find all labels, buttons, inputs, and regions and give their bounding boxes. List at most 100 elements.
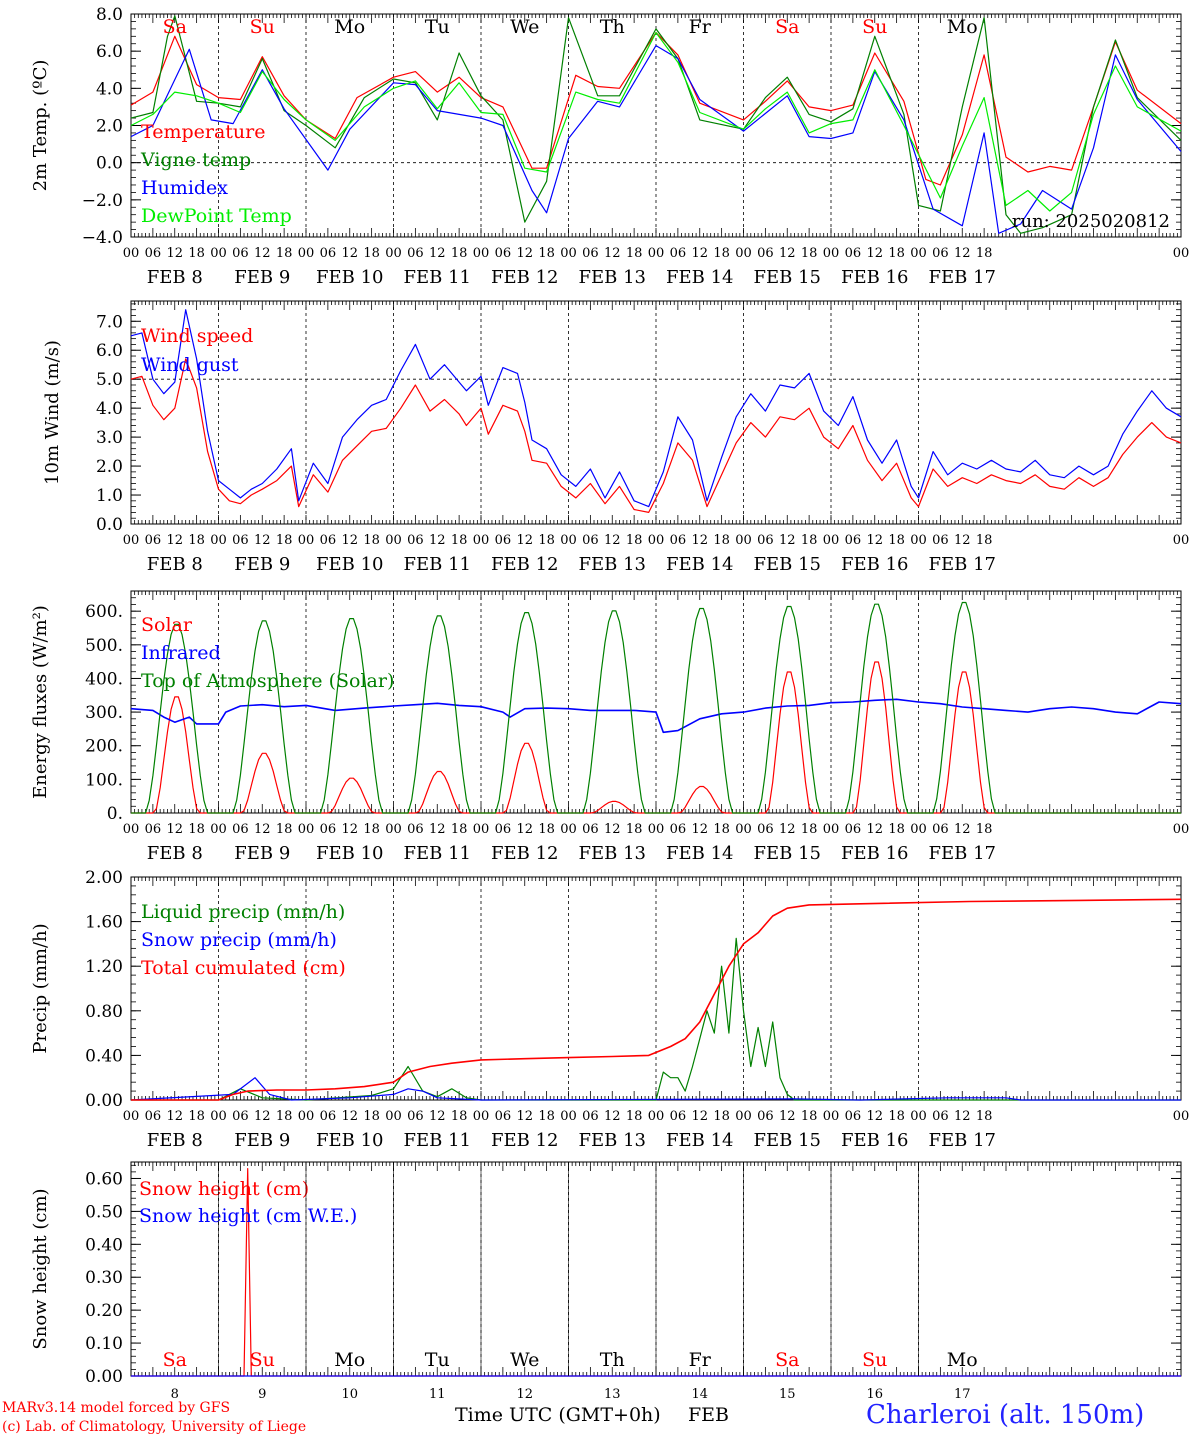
hour-tick-label: 00 — [823, 822, 840, 837]
y-tick-label: 3.0 — [96, 428, 123, 448]
y-tick-label: 500. — [85, 636, 123, 656]
legend-entry: Liquid precip (mm/h) — [141, 901, 345, 923]
hour-tick-label: 00 — [910, 533, 927, 548]
weekday-label: Su — [250, 1349, 275, 1371]
legend-entry: Snow height (cm W.E.) — [139, 1205, 357, 1227]
hour-tick-label: 12 — [604, 1109, 621, 1124]
weekday-label: Tu — [425, 1349, 450, 1371]
date-label: FEB 10 — [316, 554, 383, 575]
y-tick-label: 0.30 — [85, 1268, 123, 1288]
panel-snow: 0.60 0.50 0.40 0.30 0.20 0.10 0.00 Snow height … — [30, 1161, 1182, 1402]
date-label: FEB 8 — [147, 843, 203, 864]
hour-tick-label: 12 — [779, 246, 796, 261]
y-tick-label: 0.80 — [85, 1002, 123, 1022]
hour-tick-label: 18 — [626, 246, 643, 261]
hour-tick-label: 18 — [276, 533, 293, 548]
hour-tick-label: 06 — [495, 1109, 512, 1124]
y-tick-label: 0.50 — [85, 1202, 123, 1222]
hour-tick-label: 18 — [363, 1109, 380, 1124]
weekday-label: Su — [250, 16, 275, 38]
legend-entry: Snow height (cm) — [139, 1178, 309, 1200]
station-title: Charleroi (alt. 150m) — [866, 1400, 1145, 1430]
hour-tick-label: 06 — [320, 533, 337, 548]
hour-tick-label: 00 — [560, 822, 577, 837]
hour-tick-label: 06 — [845, 822, 862, 837]
y-tick-label: 0.0 — [96, 515, 123, 535]
hour-tick-label: 00 — [735, 246, 752, 261]
hour-tick-label: 00 — [648, 1109, 665, 1124]
date-label: FEB 15 — [754, 1130, 821, 1151]
panel-energy: 600. 500. 400. 300. 200. 100. 0. Energy fluxes … — [30, 590, 1189, 864]
y-tick-label: 0.60 — [85, 1169, 123, 1189]
hour-tick-label: 06 — [670, 246, 687, 261]
legend-entry: Wind gust — [141, 354, 239, 376]
hour-tick-label: 00 — [560, 246, 577, 261]
hour-tick-label: 18 — [188, 246, 205, 261]
hour-tick-label: 06 — [232, 533, 249, 548]
hour-tick-label: 06 — [145, 822, 162, 837]
hour-tick-label: 18 — [713, 533, 730, 548]
hour-tick-label: 18 — [188, 1109, 205, 1124]
hour-tick-label: 18 — [276, 822, 293, 837]
hour-tick-label: 18 — [363, 822, 380, 837]
hour-tick-label: 06 — [407, 1109, 424, 1124]
hour-tick-label: 12 — [954, 1109, 971, 1124]
hour-tick-label: 12 — [254, 533, 271, 548]
hour-tick-label: 00 — [560, 1109, 577, 1124]
hour-tick-label: 18 — [888, 822, 905, 837]
date-label: FEB 14 — [666, 267, 733, 288]
hour-tick-label: 12 — [604, 822, 621, 837]
hour-tick-label: 00 — [910, 246, 927, 261]
hour-tick-label: 12 — [516, 246, 533, 261]
date-label: FEB 16 — [841, 267, 908, 288]
date-label: FEB 9 — [234, 1130, 290, 1151]
hour-tick-label: 06 — [757, 822, 774, 837]
hour-tick-label: 06 — [145, 1109, 162, 1124]
legend-entry: Wind speed — [141, 325, 253, 347]
hour-tick-label: 12 — [604, 533, 621, 548]
date-label: FEB 15 — [754, 554, 821, 575]
y-axis-label: Snow height (cm) — [30, 1188, 51, 1349]
hour-tick-label: 06 — [320, 822, 337, 837]
y-tick-label: 1.20 — [85, 957, 123, 977]
hour-tick-label: 12 — [341, 1109, 358, 1124]
hour-tick-label: 18 — [188, 822, 205, 837]
hour-tick-label: 00 — [210, 822, 227, 837]
date-label: FEB 14 — [666, 843, 733, 864]
hour-tick-label: 00 — [123, 1109, 140, 1124]
hour-tick-label: 06 — [145, 246, 162, 261]
hour-tick-label: 06 — [845, 246, 862, 261]
hour-tick-label: 12 — [954, 822, 971, 837]
hour-tick-label: 12 — [429, 246, 446, 261]
panel-precip: 2.00 1.60 1.20 0.80 0.40 0.00 Precip (mm/h) Liq… — [30, 868, 1189, 1151]
weekday-label: Fr — [689, 1349, 712, 1371]
hour-tick-label: 18 — [188, 533, 205, 548]
series-line-infrared — [130, 698, 1182, 734]
date-label: FEB 10 — [316, 843, 383, 864]
weekday-label: Th — [600, 16, 625, 38]
date-label: FEB 14 — [666, 1130, 733, 1151]
hour-tick-label: 18 — [976, 246, 993, 261]
hour-tick-label: 06 — [407, 246, 424, 261]
date-label: FEB 12 — [491, 843, 558, 864]
hour-tick-label: 12 — [429, 822, 446, 837]
hour-tick-label: 00 — [1173, 1109, 1190, 1124]
legend-entry: Solar — [141, 614, 193, 636]
y-tick-label: 1.0 — [96, 486, 123, 506]
y-tick-label: 0.20 — [85, 1301, 123, 1321]
y-tick-label: 600. — [85, 602, 123, 622]
day-number-label: 9 — [258, 1387, 266, 1402]
date-label: FEB 10 — [316, 267, 383, 288]
hour-tick-label: 18 — [363, 246, 380, 261]
date-label: FEB 11 — [404, 1130, 471, 1151]
y-tick-label: 5.0 — [96, 370, 123, 390]
panel-temperature: 8.0 6.0 4.0 2.0 0.0 −2.0 −4.0 2m Temp. (ºC) Temp… — [30, 5, 1189, 288]
hour-tick-label: 12 — [254, 1109, 271, 1124]
hour-tick-label: 12 — [779, 1109, 796, 1124]
date-label: FEB 9 — [234, 554, 290, 575]
hour-tick-label: 18 — [888, 1109, 905, 1124]
legend-entry: Infrared — [141, 642, 221, 664]
hour-tick-label: 00 — [735, 822, 752, 837]
legend-entry: Snow precip (mm/h) — [141, 929, 337, 951]
